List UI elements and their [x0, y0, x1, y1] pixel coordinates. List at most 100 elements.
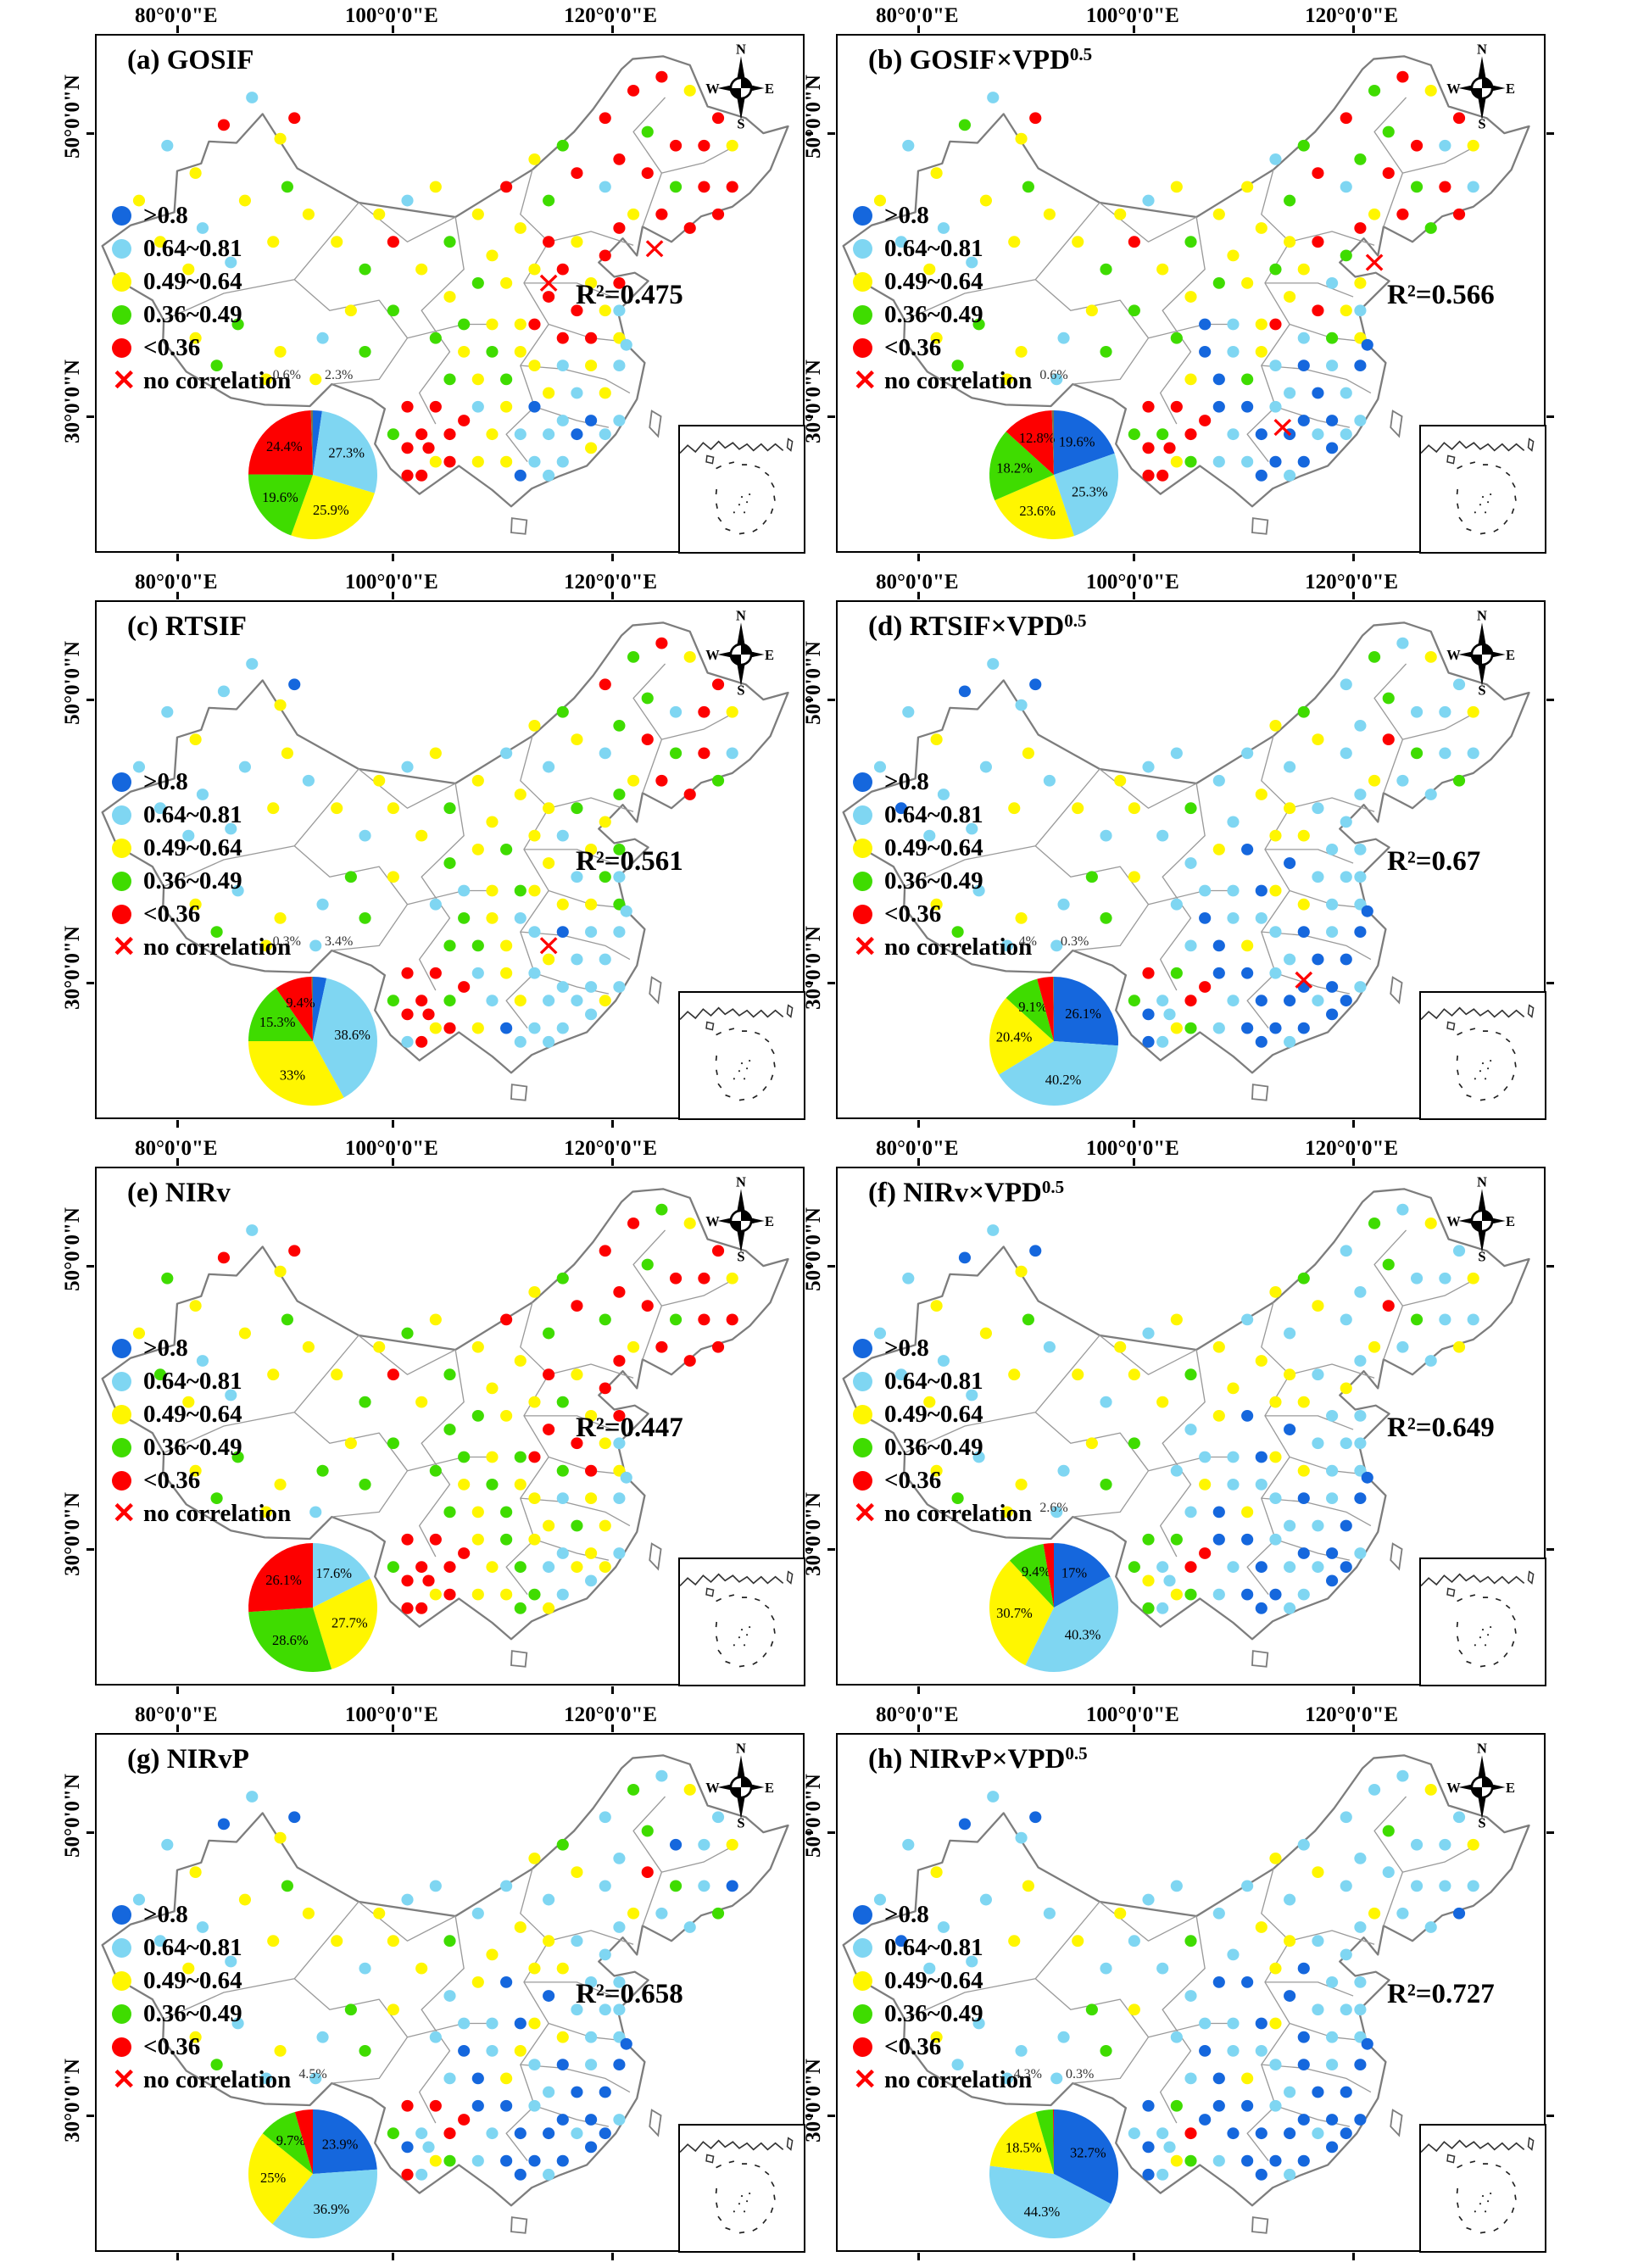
station-dot [571, 802, 583, 815]
station-dot [528, 455, 541, 468]
map-frame: 50°0'0"N 30°0'0"N (c) RTSIF R²=0.561 N S… [61, 592, 813, 1128]
station-dot [1156, 1561, 1169, 1574]
station-dot [1057, 332, 1070, 344]
station-dot [1340, 1382, 1352, 1395]
legend-dot-green [853, 305, 872, 325]
station-dot [528, 359, 541, 372]
station-dot [161, 705, 174, 718]
pie-small-slice-label: 0.3% [1066, 2067, 1095, 2081]
x-mark [539, 937, 558, 955]
station-dot [1241, 2099, 1254, 2112]
station-dot [1312, 995, 1324, 1007]
pie-slice-label: 40.3% [1065, 1627, 1101, 1643]
station-dot [443, 236, 456, 248]
station-dot [344, 871, 357, 883]
station-dot [711, 1245, 725, 1257]
lon-label: 100°0'0"E [344, 571, 438, 593]
axis-tick [176, 1725, 180, 1732]
lat-label-50n: 50°0'0"N [61, 641, 84, 725]
station-dot [514, 1479, 526, 1491]
station-dot [1100, 1479, 1112, 1491]
station-dot [331, 236, 343, 248]
station-dot [1255, 2168, 1268, 2181]
station-dot [514, 1602, 526, 1614]
legend-label: no correlation [884, 2066, 1033, 2093]
legend-dot-blue [112, 1905, 131, 1925]
station-dot [683, 1783, 696, 1796]
map-frame: 50°0'0"N 30°0'0"N (b) GOSIF×VPD0.5 R²=0.… [802, 25, 1554, 561]
station-dot [1284, 857, 1296, 869]
legend-label: 0.49~0.64 [143, 1967, 242, 1994]
legend-dot-yellow [112, 1405, 131, 1424]
station-dot [1467, 705, 1479, 718]
legend-label: no correlation [143, 2066, 292, 2093]
station-dot [1361, 905, 1373, 917]
station-dot [500, 843, 513, 855]
r2-value: R²=0.67 [1387, 846, 1481, 877]
hainan-inset [1446, 1021, 1455, 1031]
legend: >0.8 0.64~0.81 0.49~0.64 0.36~0.49 <0.36… [112, 766, 291, 964]
island-specks [733, 1059, 750, 1079]
station-dot [274, 912, 287, 924]
station-dot [543, 291, 555, 303]
station-dot [556, 2031, 569, 2043]
station-dot [1170, 1588, 1183, 1601]
station-dot [259, 1506, 273, 1519]
station-dot [1015, 912, 1028, 924]
legend-label: 0.49~0.64 [884, 1967, 983, 1994]
lon-label: 120°0'0"E [1305, 4, 1399, 27]
r2-value: R²=0.727 [1387, 1979, 1495, 2009]
station-dot [1170, 400, 1183, 413]
station-dot [401, 442, 414, 454]
station-dot [1212, 208, 1225, 220]
station-dot [571, 2003, 583, 2016]
south-china-sea-map [679, 437, 793, 534]
station-dot [726, 1313, 738, 1326]
china-map [101, 55, 789, 535]
station-dot [1184, 428, 1197, 441]
station-dot [966, 822, 978, 835]
station-dot [1340, 304, 1352, 317]
lon-label: 120°0'0"E [1305, 571, 1399, 593]
station-dot [543, 2168, 555, 2181]
axis-tick [392, 554, 395, 561]
station-dot [429, 455, 442, 468]
station-dot [1156, 829, 1169, 842]
station-dot [641, 733, 654, 746]
station-dot [1163, 1008, 1176, 1021]
station-dot [1297, 1547, 1310, 1559]
pie-slice-label: 36.9% [313, 2201, 349, 2217]
station-dot [217, 685, 231, 698]
legend-label: >0.8 [143, 768, 188, 795]
pie-slice-label: 9.4% [286, 995, 315, 1011]
station-dot [585, 2031, 598, 2043]
station-dot [1284, 953, 1296, 966]
station-dot [1396, 1769, 1409, 1782]
station-dot [189, 332, 202, 344]
legend-dot-red [853, 1471, 872, 1491]
station-dot [1029, 112, 1042, 125]
legend-label: 0.36~0.49 [884, 301, 983, 328]
station-dot [937, 789, 950, 800]
station-dot [1142, 194, 1155, 207]
station-dot [387, 304, 399, 317]
station-dot [599, 1437, 611, 1450]
station-dot [1241, 1880, 1254, 1892]
station-dot [429, 2031, 442, 2043]
station-dot [1100, 2045, 1112, 2057]
axis-tick [827, 415, 835, 419]
station-dot [1212, 2072, 1225, 2085]
station-dot [958, 119, 972, 131]
station-dot [422, 442, 435, 454]
station-dot [1410, 139, 1424, 152]
axis-tick [827, 2115, 835, 2118]
station-dot [1241, 1533, 1254, 1546]
lon-label: 80°0'0"E [876, 1137, 959, 1160]
compass-w: W [705, 1780, 720, 1796]
station-dot [1142, 967, 1155, 979]
station-dot [1269, 1396, 1282, 1408]
station-dot [966, 256, 978, 269]
station-dot [1354, 1286, 1367, 1298]
station-dot [238, 1327, 252, 1340]
legend-item: 0.64~0.81 [853, 232, 1032, 265]
